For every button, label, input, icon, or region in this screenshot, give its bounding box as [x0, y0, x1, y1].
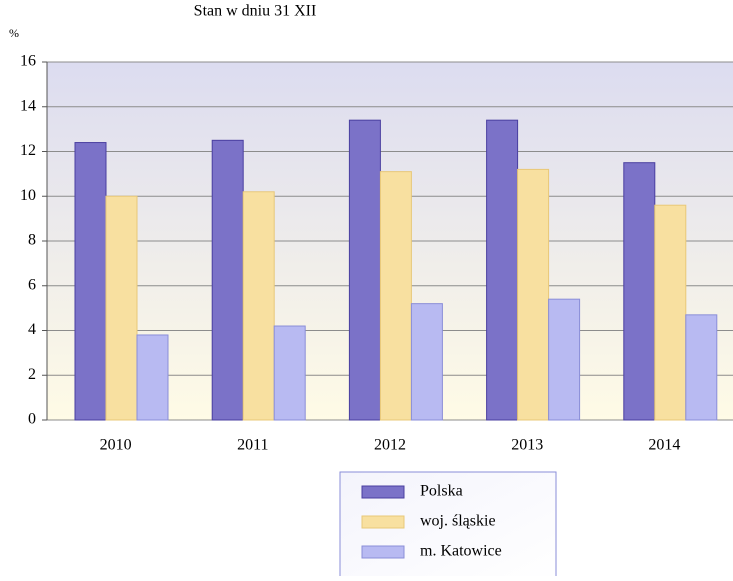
- bar: [379, 171, 412, 421]
- bar: [348, 119, 381, 421]
- y-tick-label: 12: [20, 142, 36, 159]
- bar: [410, 303, 443, 421]
- y-tick-label: 8: [28, 232, 36, 249]
- x-tick-label: 2010: [100, 437, 132, 454]
- bar: [105, 195, 138, 421]
- legend-label: m. Katowice: [420, 543, 502, 560]
- legend-swatch: [361, 485, 405, 499]
- legend-swatch: [361, 515, 405, 529]
- bar: [654, 204, 687, 421]
- y-tick-label: 0: [28, 411, 36, 428]
- y-tick-label: 10: [20, 187, 36, 204]
- bar: [486, 119, 519, 421]
- y-tick-label: 14: [20, 97, 36, 114]
- bar: [548, 298, 581, 421]
- x-tick-label: 2012: [374, 437, 406, 454]
- legend-swatch: [361, 545, 405, 559]
- x-tick-label: 2013: [511, 437, 543, 454]
- y-axis-label: %: [9, 26, 19, 40]
- bar: [685, 314, 718, 421]
- x-tick-label: 2011: [237, 437, 268, 454]
- y-tick-label: 6: [28, 276, 36, 293]
- bar: [623, 162, 656, 421]
- bar: [136, 334, 169, 421]
- bar: [74, 142, 107, 421]
- bar: [242, 191, 275, 421]
- bar: [517, 168, 550, 421]
- bar: [273, 325, 306, 421]
- legend-label: Polska: [420, 483, 463, 500]
- x-tick-label: 2014: [648, 437, 680, 454]
- y-tick-label: 16: [20, 53, 36, 70]
- y-tick-label: 2: [28, 366, 36, 383]
- chart-title: Stan w dniu 31 XII: [194, 3, 317, 20]
- bar: [211, 139, 244, 421]
- legend-label: woj. śląskie: [420, 513, 496, 530]
- y-tick-label: 4: [28, 321, 36, 338]
